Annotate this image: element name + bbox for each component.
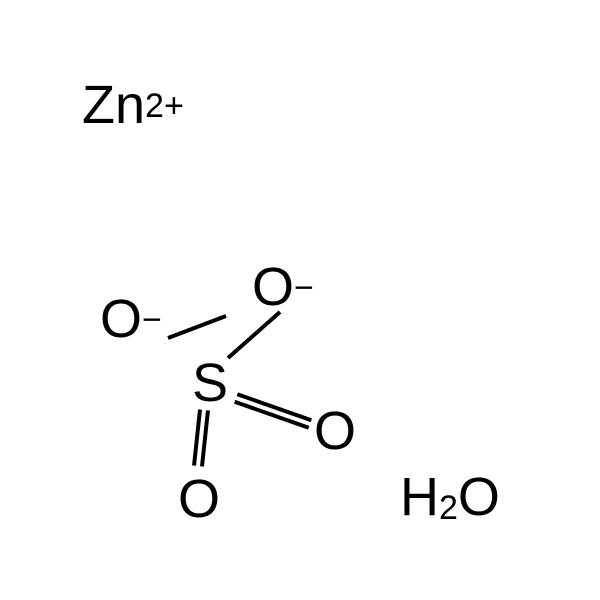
oxygen-left-label: O− [100, 288, 162, 350]
o-left-charge: − [142, 301, 162, 339]
water-h: H [400, 467, 439, 527]
o-top-symbol: O [252, 257, 294, 317]
o-right-symbol: O [314, 401, 356, 461]
s-symbol: S [192, 353, 228, 413]
chemical-structure-diagram: Zn2+ S O− O− O O H2O [0, 0, 600, 600]
oxygen-right-label: O [314, 400, 356, 462]
o-bottom-symbol: O [178, 469, 220, 529]
water-label: H2O [400, 466, 500, 528]
water-o: O [458, 467, 500, 527]
sulfur-center-label: S [192, 352, 228, 414]
oxygen-bottom-label: O [178, 468, 220, 530]
oxygen-top-label: O− [252, 256, 314, 318]
zn-symbol: Zn [82, 75, 145, 135]
o-left-symbol: O [100, 289, 142, 349]
zn-charge: 2+ [145, 87, 184, 125]
zinc-cation-label: Zn2+ [82, 74, 184, 136]
water-sub2: 2 [439, 489, 458, 527]
o-top-charge: − [294, 269, 314, 307]
